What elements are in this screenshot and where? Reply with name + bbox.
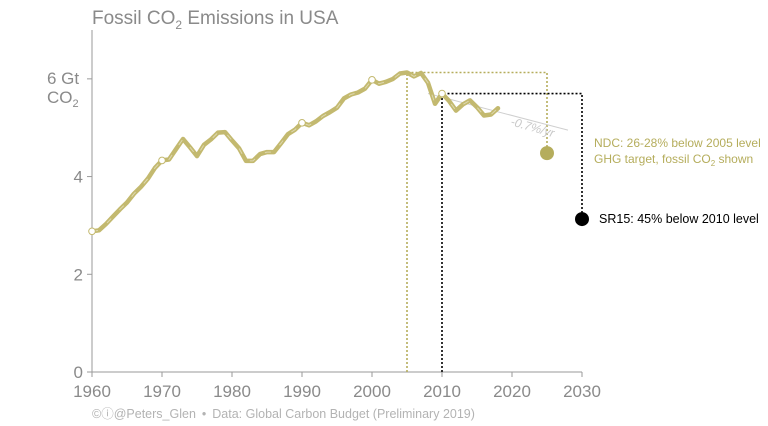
milestone-point	[298, 119, 306, 127]
trend-extrapolation-line	[427, 93, 569, 131]
footer-handle: @Peters_Glen	[114, 407, 196, 421]
x-tick-label: 2030	[563, 382, 601, 401]
y-axis-unit-sub: 2	[73, 98, 79, 110]
footer-source: Data: Global Carbon Budget (Preliminary …	[212, 407, 475, 421]
x-tick-label: 1960	[73, 382, 111, 401]
marker-layer	[88, 76, 589, 236]
x-tick-label: 1990	[283, 382, 321, 401]
ndc-guide-line	[406, 71, 548, 372]
milestone-point	[368, 76, 376, 84]
footer-separator: •	[202, 407, 206, 421]
x-tick-label: 1980	[213, 382, 251, 401]
chart-title-sub: 2	[175, 18, 182, 32]
y-tick-label: 4	[74, 168, 83, 187]
sr15-guide-line	[441, 92, 583, 372]
chart-title-tail: Emissions in USA	[182, 8, 339, 29]
emissions-line-texture	[91, 71, 499, 232]
sr15-target-point	[575, 212, 589, 227]
ndc-label-line1: NDC: 26-28% below 2005 level	[594, 136, 761, 150]
milestone-point	[158, 156, 166, 165]
ndc-target-point	[540, 146, 554, 161]
ndc-label-line2-pre: GHG target, fossil CO	[594, 152, 711, 166]
target-guides	[406, 71, 583, 372]
footer: ©ⓘ@Peters_Glen • Data: Global Carbon Budge…	[92, 407, 475, 421]
y-axis-unit: CO2	[47, 88, 79, 110]
x-tick-label: 2010	[423, 382, 461, 401]
sr15-label: SR15: 45% below 2010 level	[599, 212, 759, 226]
ndc-label-line2: GHG target, fossil CO2 shown	[594, 152, 753, 168]
y-tick-label: 0	[74, 363, 83, 382]
chart-title: Fossil CO2 Emissions in USA	[92, 8, 339, 32]
chart-title-main: Fossil CO	[92, 8, 175, 29]
axis-ticks: 1960 1970 1980 1990 2000 2010 2020 2030 0 2 4	[73, 78, 601, 401]
license-icons: ©ⓘ	[92, 407, 114, 421]
y-tick-label: 2	[74, 265, 83, 284]
x-tick-label: 1970	[143, 382, 181, 401]
y-axis-unit-top: 6 Gt	[47, 69, 79, 88]
ndc-label-line2-sub: 2	[711, 159, 716, 168]
milestone-point	[88, 227, 96, 236]
x-tick-label: 2020	[493, 382, 531, 401]
trend-line	[427, 93, 569, 131]
y-axis-unit-main: CO	[47, 88, 73, 107]
milestone-point	[438, 89, 446, 98]
ndc-label-line2-post: shown	[715, 152, 753, 166]
x-tick-label: 2000	[353, 382, 391, 401]
trend-rate-label: -0.7%/yr	[509, 114, 557, 140]
